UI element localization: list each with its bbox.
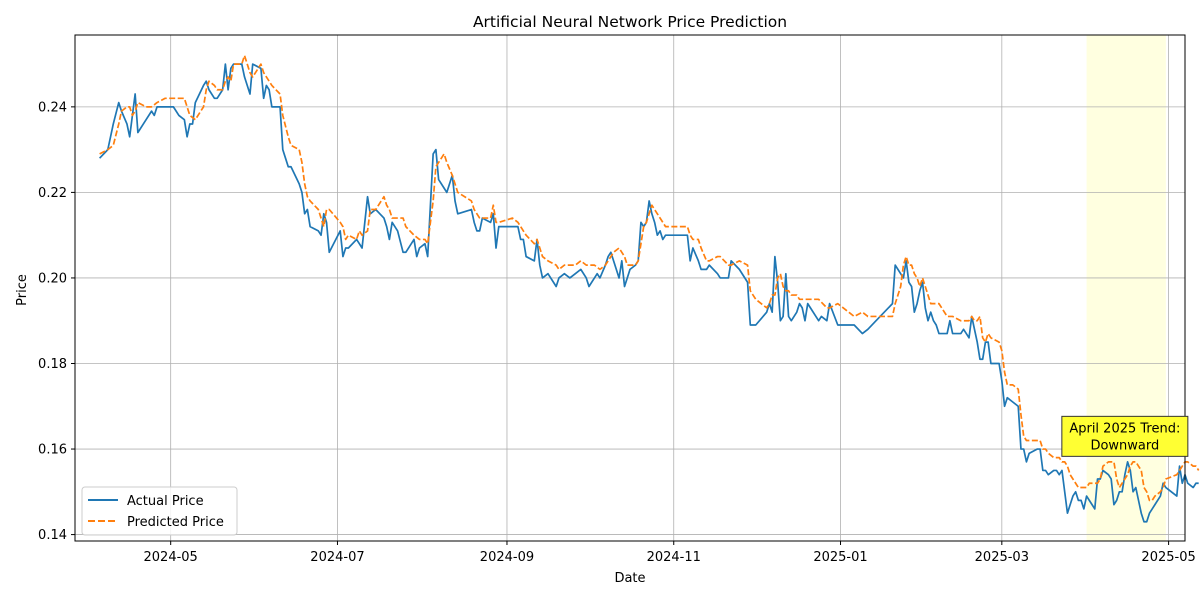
annotation-line-1: April 2025 Trend:: [1069, 421, 1180, 436]
x-tick-label: 2025-01: [813, 550, 867, 565]
y-tick-label: 0.20: [38, 271, 67, 286]
legend-label-predicted: Predicted Price: [127, 515, 224, 530]
y-tick-label: 0.24: [38, 100, 67, 115]
plot-area: [74, 34, 1200, 542]
annotation-line-2: Downward: [1090, 438, 1159, 453]
x-tick-label: 2024-11: [647, 550, 701, 565]
series-line-actual: [98, 63, 1199, 523]
y-tick-label: 0.14: [38, 528, 67, 543]
legend-box: [81, 486, 238, 536]
y-axis-label: Price: [15, 274, 30, 306]
x-tick-label: 2025-05: [1141, 550, 1195, 565]
x-axis-label: Date: [614, 571, 645, 586]
y-tick-label: 0.22: [38, 186, 67, 201]
trend-annotation: April 2025 Trend: Downward: [1061, 415, 1189, 457]
axes-frame: [74, 34, 1186, 542]
x-axis-ticks: 2024-05 2024-07 2024-09 2024-11 2025-01 2025-…: [144, 541, 1196, 565]
y-tick-label: 0.18: [38, 357, 67, 372]
y-axis-ticks: 0.14 0.16 0.18 0.20 0.22 0.24: [38, 100, 75, 543]
x-tick-label: 2024-05: [144, 550, 198, 565]
series-line-predicted: [99, 54, 1200, 502]
chart-title: Artificial Neural Network Price Predicti…: [473, 13, 787, 31]
x-tick-label: 2025-03: [975, 550, 1029, 565]
series-group: [98, 54, 1200, 523]
y-tick-label: 0.16: [38, 443, 67, 458]
annotation-box: [1061, 415, 1189, 457]
x-tick-label: 2024-09: [480, 550, 534, 565]
legend: Actual Price Predicted Price: [81, 486, 238, 536]
x-tick-label: 2024-07: [310, 550, 364, 565]
legend-label-actual: Actual Price: [127, 494, 204, 509]
